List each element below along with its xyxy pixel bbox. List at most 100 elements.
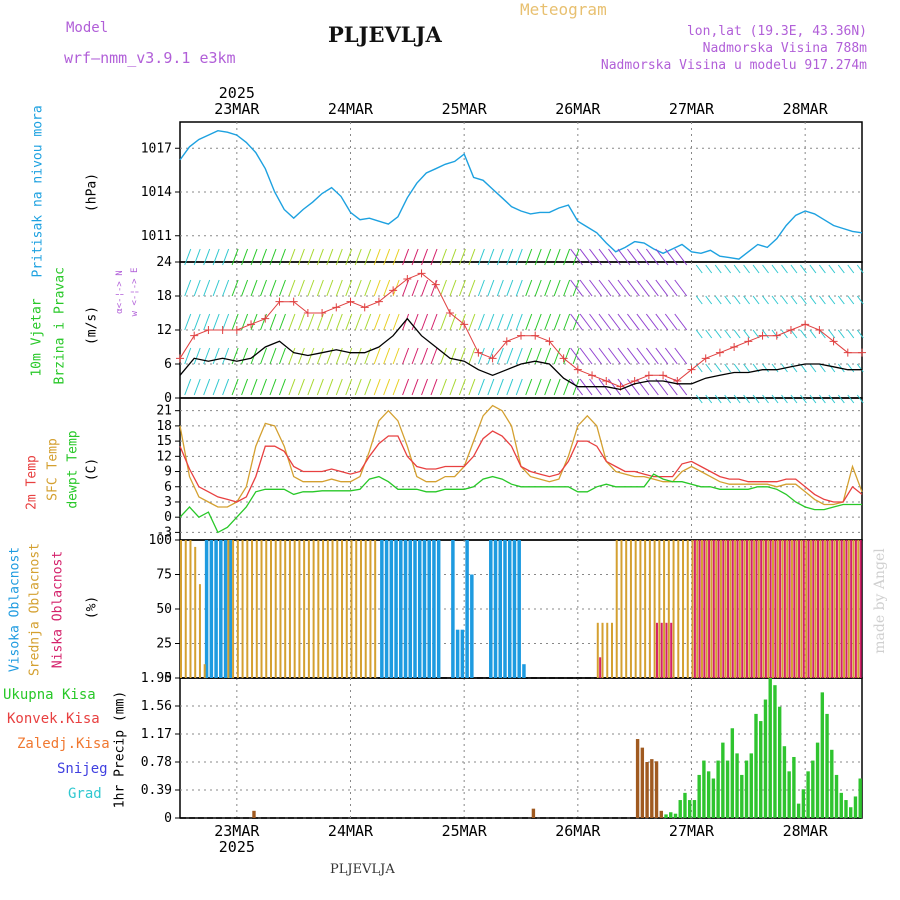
cloud-bar-1-4-10 xyxy=(227,540,230,678)
wind-barb-11-2 xyxy=(231,313,239,331)
wind-barb-113-3 xyxy=(714,295,722,305)
wind-barb-127-3 xyxy=(781,295,788,305)
wind-barb-91-2 xyxy=(598,313,612,331)
wind-barb-113-0 xyxy=(714,394,722,404)
cloud-bar-1-4-12 xyxy=(236,540,239,678)
wind-barb-125-1 xyxy=(771,363,779,373)
wind-barb-129-2 xyxy=(790,329,798,339)
wind-barb-11-1 xyxy=(231,347,239,365)
wind-barb-127-4 xyxy=(781,264,788,274)
wind-barb-133-3 xyxy=(809,295,817,305)
gust-marker-13 xyxy=(360,303,369,312)
ytick-label-1-3: 18 xyxy=(156,289,172,304)
cloud-bar-2-0-131 xyxy=(802,540,805,678)
wind-barb-67-2 xyxy=(496,313,504,331)
wind-barb-79-4 xyxy=(553,248,561,266)
wind-barb-39-2 xyxy=(364,313,372,331)
wind-barb-23-4 xyxy=(288,248,296,266)
cloud-bar-1-9-111 xyxy=(705,540,708,678)
cloud-bar-0-1-43 xyxy=(384,540,389,678)
cloud-bar-0-0-8 xyxy=(219,540,223,678)
gust-marker-28 xyxy=(573,365,582,374)
wind-barb-65-1 xyxy=(487,347,495,365)
cloud-bar-1-4-22 xyxy=(284,540,287,678)
day-label-top-5: 28MAR xyxy=(783,100,829,118)
day-label-top-4: 27MAR xyxy=(669,100,715,118)
cloud-bar-2-0-111 xyxy=(708,540,711,678)
gust-marker-36 xyxy=(687,365,696,374)
gust-marker-17 xyxy=(417,269,426,278)
gust-marker-6 xyxy=(261,314,270,323)
precip-bar-17 xyxy=(706,771,711,818)
wind-barb-15-2 xyxy=(250,313,258,331)
footer-station: PLJEVLJA xyxy=(330,862,395,877)
cloud-bar-2-2-88 xyxy=(599,657,602,678)
wind-barb-67-3 xyxy=(496,279,504,297)
meteogram-title: Meteogram xyxy=(520,0,607,19)
wind-barb-9-3 xyxy=(222,279,230,297)
wind-barb-131-3 xyxy=(800,295,807,305)
cloud-bar-1-9-108 xyxy=(691,540,694,678)
cloud-bar-1-9-112 xyxy=(710,540,713,678)
wind-barb-77-0 xyxy=(544,378,552,396)
cloud-bar-1-4-24 xyxy=(293,540,296,678)
gust-marker-39 xyxy=(730,343,739,351)
wind-barb-101-2 xyxy=(645,313,659,331)
cloud-bar-2-0-114 xyxy=(722,540,725,678)
cloud-bar-1-4-13 xyxy=(241,540,244,678)
panel-frame-4 xyxy=(179,677,863,819)
wind-barb-141-2 xyxy=(847,329,855,339)
precip-bar-42 xyxy=(825,713,829,818)
wind-barb-119-3 xyxy=(743,295,750,305)
cloud-bar-0-1-42 xyxy=(380,540,384,678)
wind-barb-97-3 xyxy=(627,279,640,297)
cloud-bar-1-7-90 xyxy=(606,622,609,678)
cloud-bar-2-0-112 xyxy=(712,540,715,678)
wind-barb-49-4 xyxy=(411,248,419,266)
cloud-bar-1-10-137 xyxy=(828,540,831,678)
wind-barb-133-2 xyxy=(809,329,817,339)
ytick-label-2-7: 18 xyxy=(156,419,172,434)
wind-barb-89-1 xyxy=(589,347,602,365)
wind-barb-41-3 xyxy=(373,279,381,297)
wind-barb-55-1 xyxy=(440,347,447,365)
wind-barb-135-3 xyxy=(818,295,826,305)
gust-marker-26 xyxy=(545,337,554,346)
wind-barb-109-4 xyxy=(695,264,703,274)
wind-barb-141-0 xyxy=(847,394,855,404)
gust-marker-14 xyxy=(374,297,383,306)
wind-barb-63-2 xyxy=(477,313,485,331)
wind-barb-11-3 xyxy=(231,279,239,297)
precip-bar-6 xyxy=(654,761,659,818)
wind-barb-13-4 xyxy=(241,248,249,266)
wind-barb-15-0 xyxy=(250,378,258,396)
cloud-bar-2-0-126 xyxy=(779,540,782,678)
day-label-top-2: 25MAR xyxy=(442,100,488,118)
precip-bar-19 xyxy=(716,760,720,818)
wind-barb-47-2 xyxy=(402,313,410,331)
ytick-label-1-2: 12 xyxy=(156,323,172,338)
wind-barb-89-4 xyxy=(589,248,602,266)
wind-barb-41-2 xyxy=(373,313,381,331)
cloud-bar-1-4-29 xyxy=(317,540,320,678)
wind-barb-127-0 xyxy=(781,394,788,404)
cloud-bar-1-9-123 xyxy=(762,540,765,678)
cloud-bar-0-6-68 xyxy=(503,540,507,678)
wind-barb-115-1 xyxy=(724,363,732,373)
wind-barb-65-3 xyxy=(487,279,495,297)
ytick-label-4-0: 0 xyxy=(164,811,172,826)
wind-barb-85-4 xyxy=(570,248,583,266)
cloud-bar-2-0-113 xyxy=(717,540,720,678)
cloud-bar-1-4-15 xyxy=(251,540,254,678)
wind-barb-33-3 xyxy=(335,279,343,297)
cloud-bar-1-9-124 xyxy=(767,540,770,678)
gust-marker-29 xyxy=(588,371,597,380)
gust-marker-37 xyxy=(701,354,710,363)
wind-barb-21-0 xyxy=(278,378,286,396)
wind-barb-61-4 xyxy=(468,248,476,266)
ytick-label-2-3: 6 xyxy=(164,480,172,495)
wind-barb-45-1 xyxy=(392,347,400,365)
wind-barb-49-2 xyxy=(411,313,419,331)
year-label-bottom: 2025 xyxy=(219,838,255,856)
cloud-bar-2-0-116 xyxy=(731,540,734,678)
